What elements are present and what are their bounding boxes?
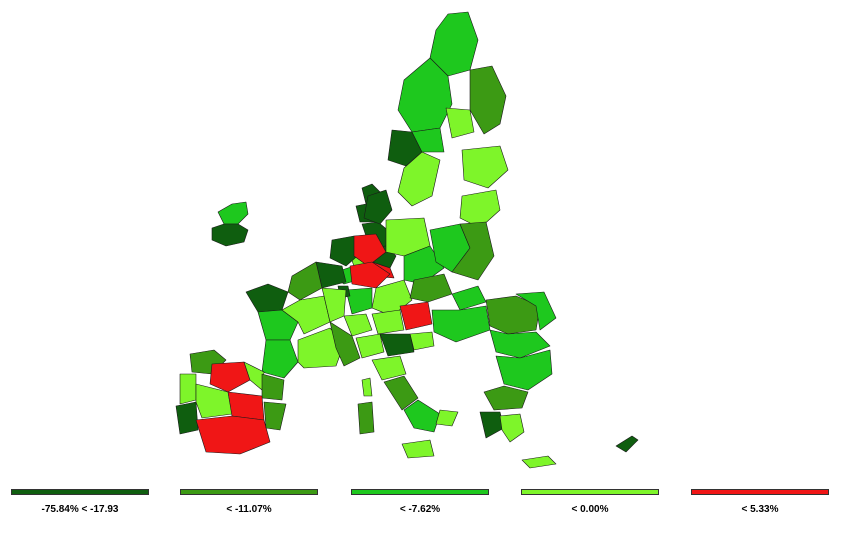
legend-item-1: -75.84% < -17.93	[11, 489, 149, 515]
legend-label-2: < -11.07%	[226, 504, 272, 515]
region-se-south	[397, 151, 441, 207]
region-gr-crete	[521, 455, 557, 469]
legend-label-4: < 0.00%	[571, 504, 609, 515]
france	[245, 261, 361, 379]
region-ro-south	[489, 329, 551, 359]
legend: -75.84% < -17.93 < -11.07% < -7.62% < 0.…	[0, 489, 844, 529]
region-fr-east	[321, 287, 347, 323]
region-ch	[343, 313, 373, 337]
legend-swatch-3	[351, 489, 489, 495]
europe-regions-map	[175, 11, 639, 469]
legend-swatch-2	[180, 489, 318, 495]
legend-item-4: < 0.00%	[521, 489, 659, 515]
region-fr-south	[297, 327, 345, 369]
region-de-south	[345, 287, 373, 315]
south-east-europe	[479, 291, 639, 469]
region-gr-south	[499, 413, 525, 443]
region-fr-corsica	[361, 377, 373, 397]
region-it-heel	[435, 409, 459, 427]
region-cy	[615, 435, 639, 453]
region-at-west	[371, 309, 405, 335]
region-pt-south	[175, 401, 199, 435]
region-sk	[451, 285, 487, 311]
region-hu	[431, 305, 491, 343]
region-pl-east	[451, 221, 495, 281]
legend-swatch-1	[11, 489, 149, 495]
region-it-north-mid	[371, 355, 407, 381]
region-baltic-ee	[459, 189, 501, 229]
region-fr-sw	[261, 339, 299, 379]
legend-swatch-4	[521, 489, 659, 495]
region-pt-north	[179, 373, 197, 405]
region-se-mid	[445, 107, 475, 139]
legend-item-2: < -11.07%	[180, 489, 318, 515]
italy	[355, 333, 459, 459]
region-fi-south	[461, 145, 509, 189]
region-it-nw	[355, 333, 385, 359]
legend-label-5: < 5.33%	[741, 504, 779, 515]
region-se-east	[411, 127, 445, 153]
region-it-sicily	[401, 439, 435, 459]
region-ro-north	[485, 295, 541, 335]
central-europe	[315, 217, 495, 351]
region-ie-north	[217, 201, 249, 225]
region-se-north	[397, 57, 453, 133]
region-fr-brittany	[245, 283, 289, 313]
region-ro-east	[515, 291, 557, 331]
legend-label-1: -75.84% < -17.93	[41, 504, 119, 515]
legend-item-3: < -7.62%	[351, 489, 489, 515]
region-es-north-red	[209, 361, 251, 393]
map-area	[175, 11, 639, 469]
region-de-nw	[353, 233, 387, 267]
region-de-west-red	[349, 261, 391, 289]
region-fr-se	[329, 321, 361, 367]
region-fr-north	[287, 261, 323, 301]
region-cz	[409, 273, 453, 303]
region-si	[409, 331, 435, 351]
region-es-center	[195, 383, 233, 419]
region-it-center	[383, 375, 419, 411]
region-at-red	[399, 301, 433, 331]
region-no-north	[429, 11, 479, 77]
region-fi-north	[469, 65, 507, 135]
iberia	[175, 349, 287, 455]
region-it-ne	[379, 333, 415, 357]
region-ie-south	[211, 223, 249, 247]
region-gr-north	[483, 385, 529, 411]
region-es-madrid-red	[227, 391, 265, 421]
ireland	[211, 201, 249, 247]
region-dk	[363, 189, 393, 225]
scandinavia	[363, 11, 509, 229]
legend-item-5: < 5.33%	[691, 489, 829, 515]
region-es-cat	[261, 373, 285, 401]
legend-swatch-5	[691, 489, 829, 495]
region-bg	[495, 349, 553, 391]
region-fr-west	[257, 309, 299, 341]
region-it-sardinia	[357, 401, 375, 435]
legend-label-3: < -7.62%	[399, 504, 441, 515]
region-es-east	[263, 401, 287, 431]
region-es-south-red	[195, 415, 271, 455]
